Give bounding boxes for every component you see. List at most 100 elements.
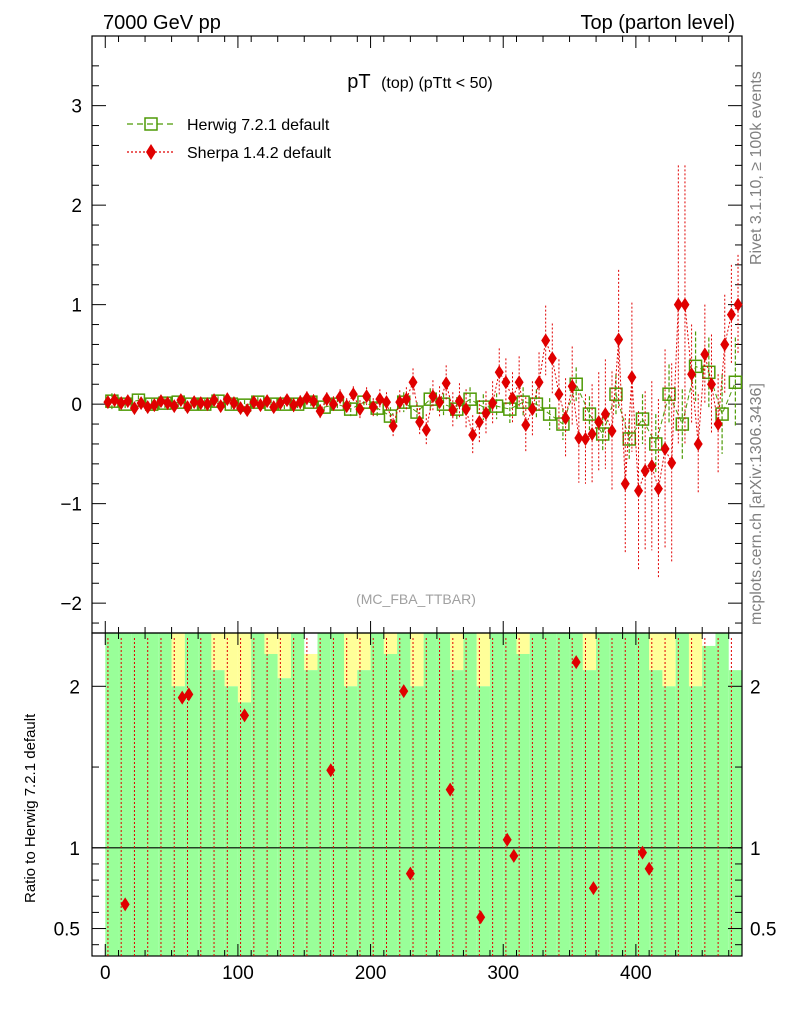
herwig-point xyxy=(649,437,663,451)
sherpa-point xyxy=(202,397,212,412)
sherpa-point xyxy=(640,463,650,478)
sherpa-point xyxy=(614,332,624,347)
legend-sherpa-marker xyxy=(146,144,156,160)
ratio-band-green xyxy=(383,653,398,956)
sherpa-point xyxy=(255,398,265,413)
ratio-band-green xyxy=(702,645,716,956)
sherpa-point xyxy=(693,436,703,451)
ratio-y-tick-label-right: 0.5 xyxy=(750,920,776,941)
x-tick-label: 0 xyxy=(100,963,111,984)
sherpa-point xyxy=(342,399,352,414)
herwig-point xyxy=(635,412,650,426)
ratio-y-tick-label: 1 xyxy=(69,839,80,860)
ratio-band-green xyxy=(145,633,159,956)
ratio-sherpa-point xyxy=(571,655,581,670)
sherpa-point xyxy=(415,415,425,430)
sherpa-point xyxy=(282,393,292,408)
herwig-point xyxy=(423,392,438,406)
sherpa-point xyxy=(567,379,577,394)
ratio-sherpa-point xyxy=(509,848,519,863)
ratio-band-yellow xyxy=(476,633,490,687)
sherpa-point xyxy=(421,423,431,438)
rivet-version-label: Rivet 3.1.10, ≥ 100k events xyxy=(748,71,765,265)
ratio-band-green xyxy=(370,633,384,956)
sherpa-point xyxy=(428,389,438,404)
sherpa-point xyxy=(514,375,524,390)
sherpa-point xyxy=(733,297,743,312)
mcplots-label: mcplots.cern.ch [arXiv:1306.3436] xyxy=(748,383,765,625)
y-tick-label: −2 xyxy=(60,594,82,615)
sherpa-point xyxy=(355,402,365,417)
ratio-band-yellow xyxy=(277,633,291,679)
ratio-band-yellow xyxy=(450,633,464,671)
herwig-point xyxy=(383,409,398,423)
herwig-point xyxy=(582,407,597,421)
svg-text:pT (top) (pTtt < 50): pT (top) (pTtt < 50) xyxy=(347,71,492,93)
sherpa-point xyxy=(375,392,385,407)
ratio-band-green xyxy=(344,686,358,956)
ratio-band-green xyxy=(582,670,597,956)
ratio-sherpa-point xyxy=(644,861,654,876)
ratio-band-green xyxy=(529,633,544,956)
ratio-band-green xyxy=(423,633,437,956)
ratio-band-yellow xyxy=(582,633,597,671)
ratio-band-green xyxy=(171,686,185,956)
sherpa-point xyxy=(183,400,193,415)
sherpa-point xyxy=(600,407,610,422)
sherpa-point xyxy=(123,394,133,409)
ratio-sherpa-point xyxy=(326,763,336,778)
ratio-band-yellow xyxy=(383,633,398,654)
ratio-band-green xyxy=(450,670,464,956)
sherpa-point xyxy=(580,431,590,446)
analysis-watermark: (MC_FBA_TTBAR) xyxy=(356,591,476,607)
ratio-band-green xyxy=(397,633,411,956)
ratio-band-green xyxy=(251,633,265,956)
sherpa-point xyxy=(275,396,285,411)
sherpa-point xyxy=(587,427,597,441)
ratio-sherpa-point xyxy=(177,690,187,705)
ratio-band-green xyxy=(211,670,225,956)
legend: Herwig 7.2.1 default Sherpa 1.4.2 defaul… xyxy=(127,117,332,162)
herwig-point xyxy=(662,387,676,401)
x-tick-label: 100 xyxy=(222,963,254,984)
legend-herwig-marker xyxy=(144,117,158,131)
ratio-sherpa-point xyxy=(184,687,194,702)
ratio-sherpa-point xyxy=(445,782,455,797)
sherpa-point xyxy=(554,387,564,402)
sherpa-point xyxy=(660,441,670,456)
sherpa-point xyxy=(328,397,338,412)
herwig-point xyxy=(529,397,544,411)
ratio-band-yellow xyxy=(357,633,371,671)
ratio-band-green xyxy=(158,633,172,956)
y-tick-label: 1 xyxy=(71,296,82,317)
sherpa-point xyxy=(488,396,498,411)
ratio-band-green xyxy=(503,633,517,956)
ratio-band-green xyxy=(728,670,742,956)
sherpa-point xyxy=(348,387,358,402)
ratio-band-yellow xyxy=(171,633,185,687)
sherpa-point xyxy=(381,395,391,410)
sherpa-point xyxy=(720,337,730,352)
sherpa-point xyxy=(461,402,471,417)
sherpa-point xyxy=(541,333,551,348)
ratio-band-yellow xyxy=(264,633,278,654)
ratio-band-yellow xyxy=(304,653,318,671)
ratio-band-green xyxy=(543,633,557,956)
sherpa-point xyxy=(501,375,511,390)
sherpa-point xyxy=(149,398,159,413)
sherpa-point xyxy=(388,419,398,434)
sherpa-point xyxy=(129,401,139,416)
ratio-sherpa-point xyxy=(502,832,512,847)
ratio-band-green xyxy=(237,702,252,956)
herwig-point xyxy=(675,417,690,431)
x-tick-label: 400 xyxy=(620,963,652,984)
sherpa-point xyxy=(136,396,146,411)
ratio-band-green xyxy=(476,686,490,956)
sherpa-point xyxy=(169,399,179,414)
ratio-band-green xyxy=(688,686,703,956)
ratio-y-tick-label-right: 2 xyxy=(750,677,761,698)
ratio-sherpa-point xyxy=(476,910,486,925)
legend-sherpa-label: Sherpa 1.4.2 default xyxy=(187,145,332,162)
herwig-point xyxy=(728,375,743,390)
